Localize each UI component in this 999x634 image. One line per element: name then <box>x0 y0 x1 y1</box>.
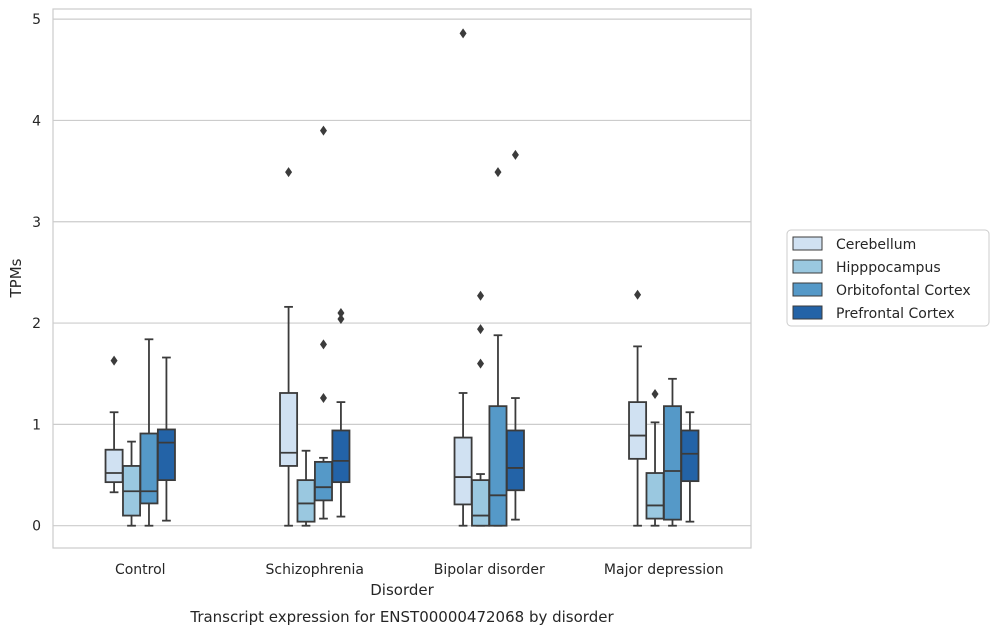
box-plot <box>505 149 525 521</box>
iqr-box <box>471 479 490 527</box>
legend-label: Orbitofontal Cortex <box>836 283 971 299</box>
iqr-box <box>104 448 124 484</box>
iqr-box <box>279 392 299 467</box>
outlier-point <box>319 339 327 350</box>
iqr-box <box>488 405 508 527</box>
box-plot <box>628 289 648 527</box>
outlier-point <box>319 393 327 404</box>
iqr-box <box>663 405 682 521</box>
x-axis-ticks: Control Schizophrenia Bipolar disorder Majo… <box>115 562 724 578</box>
legend-item: Prefrontal Cortex <box>792 305 955 322</box>
legend-label: Prefrontal Cortex <box>836 306 955 322</box>
series-group <box>104 28 648 527</box>
legend: Cerebellum Hipppocampus Orbitofontal Corte… <box>786 229 990 327</box>
x-tick-label: Bipolar disorder <box>434 562 545 578</box>
iqr-box <box>645 472 665 520</box>
outlier-point <box>337 314 345 325</box>
box-plot <box>471 290 490 527</box>
legend-item: Cerebellum <box>792 236 916 253</box>
box-plot <box>331 307 351 518</box>
iqr-box <box>680 429 700 483</box>
legend-label: Hipppocampus <box>836 260 941 276</box>
outlier-point <box>459 28 467 39</box>
y-tick-label: 3 <box>32 215 41 231</box>
x-tick-label: Major depression <box>604 562 724 578</box>
legend-items: Cerebellum Hipppocampus Orbitofontal Corte… <box>792 236 971 322</box>
legend-item: Hipppocampus <box>792 259 941 276</box>
outlier-point <box>319 125 327 136</box>
series-group <box>156 149 700 523</box>
box-plot <box>663 377 682 527</box>
box-plot <box>122 440 141 527</box>
legend-swatch <box>792 305 823 320</box>
iqr-box <box>505 429 525 492</box>
box-series <box>104 28 700 527</box>
box-plot <box>296 449 316 527</box>
y-axis-ticks: 0 1 2 3 4 5 <box>32 12 41 535</box>
box-plot <box>314 125 333 520</box>
iqr-box <box>628 401 648 460</box>
x-axis-label: Disorder <box>370 581 434 599</box>
y-axis-label: TPMs <box>7 258 25 298</box>
legend-label: Cerebellum <box>836 237 916 253</box>
y-tick-label: 2 <box>32 316 41 332</box>
outlier-point <box>285 167 293 178</box>
series-group <box>122 290 665 527</box>
outlier-point <box>477 290 485 301</box>
outlier-point <box>477 324 485 335</box>
box-plot <box>279 167 299 527</box>
box-plot <box>488 167 508 527</box>
iqr-box <box>156 428 176 482</box>
box-plot <box>453 28 473 527</box>
y-tick-label: 4 <box>32 113 41 129</box>
outlier-point <box>634 289 642 300</box>
y-tick-label: 5 <box>32 12 41 28</box>
outlier-point <box>477 358 485 369</box>
outlier-point <box>337 307 345 318</box>
legend-swatch <box>792 282 823 297</box>
iqr-box <box>296 479 316 523</box>
legend-frame <box>786 229 990 327</box>
series-group <box>139 125 682 527</box>
iqr-box <box>139 432 159 505</box>
iqr-box <box>314 460 333 502</box>
plot-area-frame <box>52 8 752 549</box>
y-tick-label: 0 <box>32 519 41 535</box>
legend-swatch <box>792 236 823 251</box>
x-tick-label: Control <box>115 562 166 578</box>
outlier-point <box>494 167 502 178</box>
legend-swatch <box>792 259 823 274</box>
box-plot <box>680 411 700 523</box>
chart-caption: Transcript expression for ENST0000047206… <box>189 608 614 626</box>
box-plot <box>156 356 176 522</box>
outlier-point <box>511 149 519 160</box>
box-plot <box>139 338 159 527</box>
box-plot <box>645 389 665 527</box>
outlier-point <box>110 355 118 366</box>
legend-item: Orbitofontal Cortex <box>792 282 971 299</box>
outlier-point <box>651 389 659 399</box>
iqr-box <box>331 429 351 484</box>
iqr-box <box>453 436 473 506</box>
x-tick-label: Schizophrenia <box>266 562 364 578</box>
y-tick-label: 1 <box>32 417 41 433</box>
